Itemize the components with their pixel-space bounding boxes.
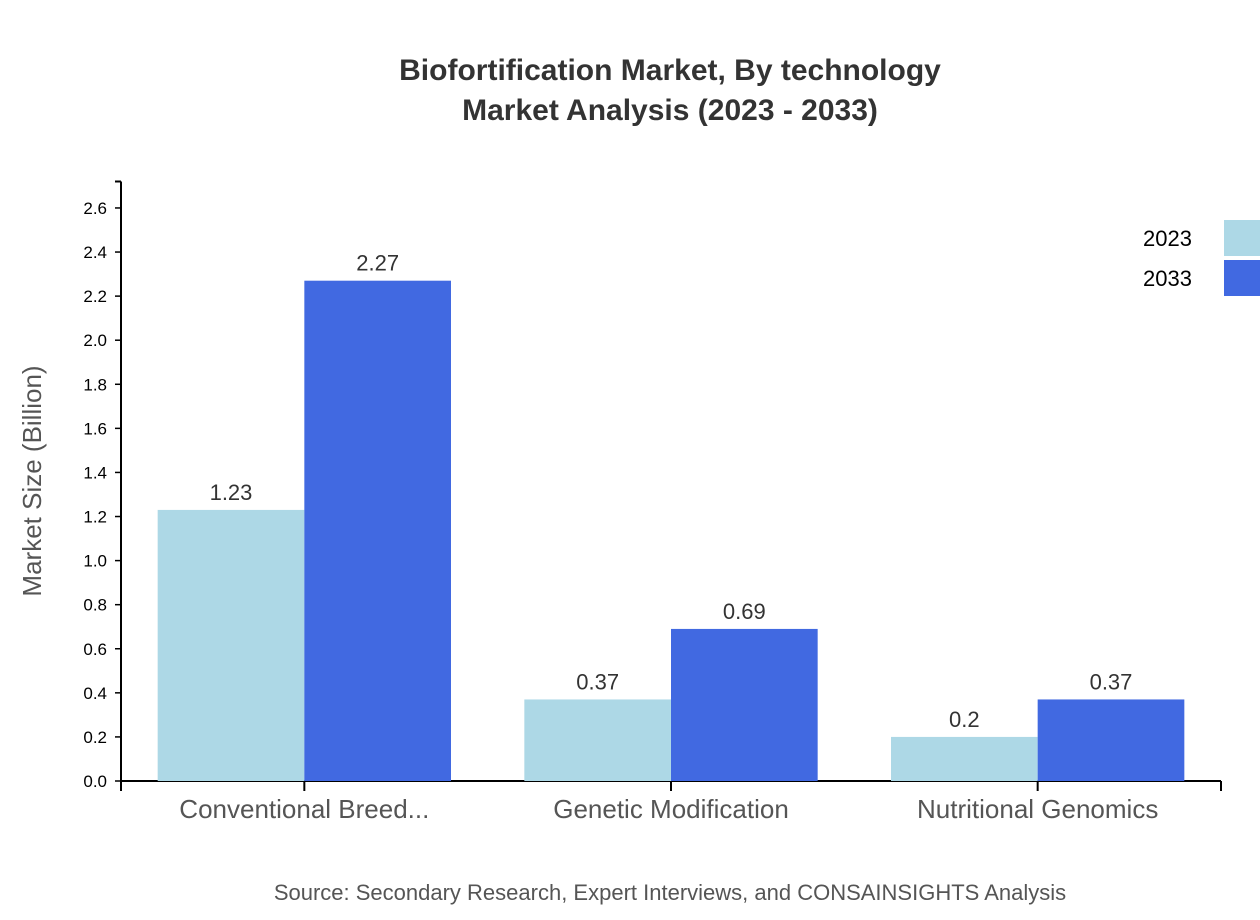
chart-title-line1: Biofortification Market, By technology — [399, 54, 941, 87]
data-label: 0.37 — [576, 669, 619, 694]
x-tick-label: Genetic Modification — [553, 794, 789, 824]
y-tick-label: 0.4 — [83, 684, 107, 703]
legend-label: 2023 — [1143, 226, 1192, 251]
x-tick-label: Nutritional Genomics — [917, 794, 1158, 824]
source-note: Source: Secondary Research, Expert Inter… — [274, 880, 1066, 905]
data-label: 2.27 — [356, 251, 399, 276]
y-tick-label: 2.0 — [83, 331, 107, 350]
bar-2033 — [1037, 699, 1185, 781]
y-tick-label: 2.6 — [83, 199, 107, 218]
legend-swatch-2023 — [1224, 220, 1260, 256]
y-tick-label: 0.6 — [83, 640, 107, 659]
y-tick-label: 2.2 — [83, 287, 107, 306]
y-tick-label: 2.4 — [83, 243, 107, 262]
y-axis-label: Market Size (Billion) — [17, 365, 47, 596]
chart-title-line2: Market Analysis (2023 - 2033) — [462, 94, 878, 127]
y-tick-label: 0.2 — [83, 728, 107, 747]
data-label: 0.69 — [723, 599, 766, 624]
bar-2033 — [671, 628, 818, 781]
legend-swatch-2033 — [1224, 260, 1260, 296]
data-label: 1.23 — [210, 480, 253, 505]
data-label: 0.2 — [949, 707, 980, 732]
y-tick-label: 1.4 — [83, 463, 107, 482]
bar-2033 — [304, 280, 451, 781]
data-label: 0.37 — [1090, 669, 1133, 694]
x-tick-label: Conventional Breed... — [179, 794, 429, 824]
y-tick-label: 0.8 — [83, 596, 107, 615]
bar-2023 — [524, 699, 671, 781]
y-tick-label: 0.0 — [83, 772, 107, 791]
y-tick-label: 1.8 — [83, 375, 107, 394]
y-tick-label: 1.2 — [83, 508, 107, 527]
y-tick-label: 1.6 — [83, 419, 107, 438]
legend-label: 2033 — [1143, 266, 1192, 291]
y-tick-label: 1.0 — [83, 552, 107, 571]
bar-2023 — [891, 736, 1038, 781]
bar-2023 — [157, 509, 305, 781]
